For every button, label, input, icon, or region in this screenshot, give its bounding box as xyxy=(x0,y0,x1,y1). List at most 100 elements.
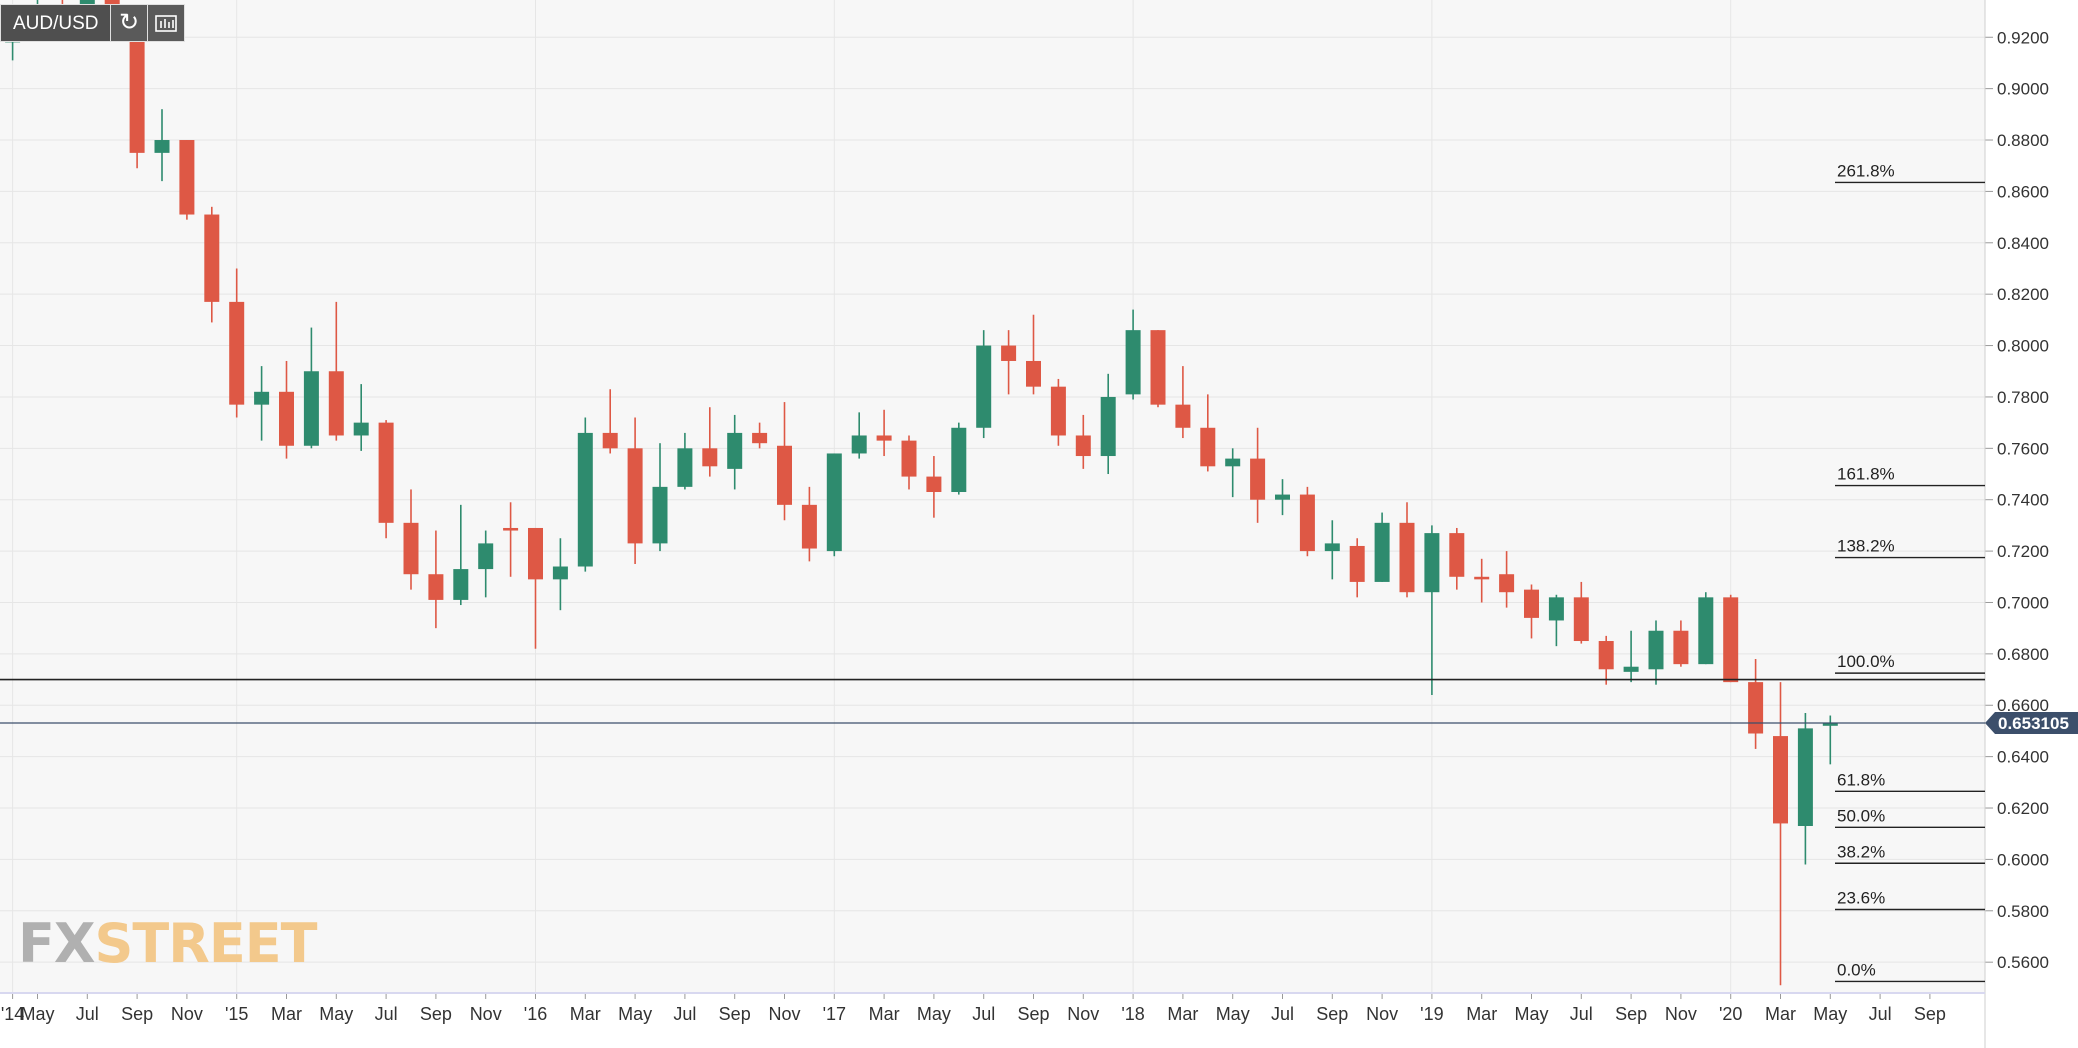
candle-bullish[interactable] xyxy=(1374,522,1390,582)
candle-bearish[interactable] xyxy=(1474,576,1490,580)
candle-bullish[interactable] xyxy=(1225,458,1241,467)
candle-bearish[interactable] xyxy=(229,301,245,405)
candle-bullish[interactable] xyxy=(353,422,369,436)
x-tick-label: Sep xyxy=(420,1004,452,1024)
x-tick-label: May xyxy=(1514,1004,1548,1024)
candle-bearish[interactable] xyxy=(503,527,519,531)
candle-bearish[interactable] xyxy=(1773,736,1788,824)
y-tick-label: 0.7400 xyxy=(1997,491,2049,510)
candle-bearish[interactable] xyxy=(1150,330,1166,405)
x-tick-label: May xyxy=(618,1004,652,1024)
y-tick-label: 0.8000 xyxy=(1997,337,2049,356)
candle-bearish[interactable] xyxy=(752,432,768,444)
x-tick-label: Mar xyxy=(1167,1004,1198,1024)
candle-bullish[interactable] xyxy=(976,345,992,428)
candle-bearish[interactable] xyxy=(1723,597,1739,683)
candle-bearish[interactable] xyxy=(428,574,444,600)
candle-bullish[interactable] xyxy=(1125,330,1141,395)
candle-bullish[interactable] xyxy=(851,435,867,454)
candle-bullish[interactable] xyxy=(1797,728,1813,827)
candle-bearish[interactable] xyxy=(1001,345,1017,361)
candle-bearish[interactable] xyxy=(1026,360,1041,387)
candle-bearish[interactable] xyxy=(627,448,643,544)
x-tick-label: Nov xyxy=(470,1004,502,1024)
candle-bullish[interactable] xyxy=(1623,666,1639,672)
y-tick-label: 0.8800 xyxy=(1997,131,2049,150)
candle-bearish[interactable] xyxy=(1075,435,1091,457)
y-tick-label: 0.6400 xyxy=(1997,748,2049,767)
candle-bullish[interactable] xyxy=(1548,597,1564,621)
candle-bullish[interactable] xyxy=(951,427,967,493)
candle-bearish[interactable] xyxy=(1499,574,1515,593)
x-tick-label: '17 xyxy=(823,1004,846,1024)
refresh-button[interactable]: ↻ xyxy=(110,4,148,42)
candle-bearish[interactable] xyxy=(1399,522,1415,593)
candle-bullish[interactable] xyxy=(1100,396,1116,457)
x-tick-label: Sep xyxy=(121,1004,153,1024)
candle-bearish[interactable] xyxy=(1050,386,1066,436)
candle-bullish[interactable] xyxy=(154,140,170,153)
candle-bullish[interactable] xyxy=(1275,494,1290,500)
y-tick-label: 0.9000 xyxy=(1997,80,2049,99)
x-tick-label: Jul xyxy=(1869,1004,1892,1024)
candle-bullish[interactable] xyxy=(303,371,319,446)
fib-level-label: 0.0% xyxy=(1837,960,1876,979)
candle-bearish[interactable] xyxy=(378,422,394,523)
current-price-label: 0.653105 xyxy=(1998,714,2069,733)
fib-level-label: 23.6% xyxy=(1837,889,1885,908)
candle-bearish[interactable] xyxy=(1524,589,1539,618)
candle-bullish[interactable] xyxy=(453,569,469,600)
candle-bullish[interactable] xyxy=(1822,723,1838,726)
y-tick-label: 0.5800 xyxy=(1997,902,2049,921)
symbol-selector[interactable]: AUD/USD xyxy=(0,4,112,42)
candle-bearish[interactable] xyxy=(1200,427,1216,467)
candle-bearish[interactable] xyxy=(777,445,792,505)
candle-bullish[interactable] xyxy=(677,448,693,487)
x-tick-label: Sep xyxy=(719,1004,751,1024)
candle-bearish[interactable] xyxy=(801,504,817,549)
candle-bullish[interactable] xyxy=(826,453,842,552)
candle-bearish[interactable] xyxy=(129,14,145,153)
fib-level-label: 38.2% xyxy=(1837,842,1885,861)
y-tick-label: 0.6000 xyxy=(1997,850,2049,869)
candle-bearish[interactable] xyxy=(926,476,942,493)
candle-bearish[interactable] xyxy=(1573,597,1589,642)
candle-bullish[interactable] xyxy=(1424,533,1440,593)
x-tick-label: Sep xyxy=(1914,1004,1946,1024)
candle-bullish[interactable] xyxy=(552,566,568,580)
candle-bearish[interactable] xyxy=(403,522,419,575)
candle-bearish[interactable] xyxy=(1598,641,1614,670)
candle-bearish[interactable] xyxy=(1748,682,1764,734)
candle-bearish[interactable] xyxy=(901,440,917,477)
candle-bearish[interactable] xyxy=(279,391,294,446)
candle-bearish[interactable] xyxy=(179,140,195,215)
chart-settings-button[interactable] xyxy=(147,4,185,42)
candle-bearish[interactable] xyxy=(528,527,543,580)
candle-bearish[interactable] xyxy=(702,448,718,467)
candle-bearish[interactable] xyxy=(328,371,344,436)
candle-bearish[interactable] xyxy=(1299,494,1315,552)
candle-bearish[interactable] xyxy=(204,214,220,302)
candle-bullish[interactable] xyxy=(652,486,668,544)
fib-level-label: 261.8% xyxy=(1837,161,1895,180)
candle-bullish[interactable] xyxy=(478,543,494,570)
x-tick-label: '18 xyxy=(1121,1004,1144,1024)
candle-bearish[interactable] xyxy=(1175,404,1191,428)
candle-bullish[interactable] xyxy=(1648,630,1664,670)
candle-bearish[interactable] xyxy=(1449,533,1465,577)
candle-bullish[interactable] xyxy=(1324,543,1340,552)
candle-bullish[interactable] xyxy=(727,432,743,469)
candle-bearish[interactable] xyxy=(1673,630,1689,665)
candle-bearish[interactable] xyxy=(876,435,892,441)
candle-bearish[interactable] xyxy=(1349,545,1365,582)
candle-bearish[interactable] xyxy=(602,432,618,449)
current-price-tag xyxy=(1985,711,2078,734)
plot-area[interactable] xyxy=(0,0,1985,993)
candle-bullish[interactable] xyxy=(1698,597,1714,665)
candle-bullish[interactable] xyxy=(254,391,270,405)
y-tick-label: 0.8200 xyxy=(1997,285,2049,304)
candle-bearish[interactable] xyxy=(1250,458,1266,500)
candle-bullish[interactable] xyxy=(577,432,593,567)
